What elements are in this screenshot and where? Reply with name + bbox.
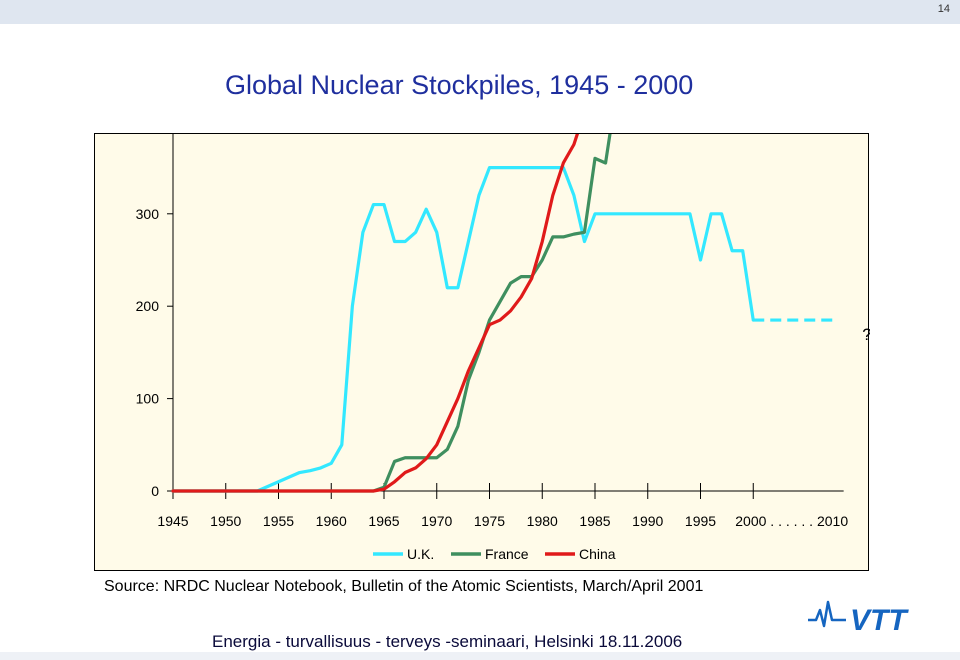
logo-text: VTT (850, 604, 909, 634)
x-tick-label: 1980 (527, 513, 558, 529)
legend-label: France (485, 546, 529, 562)
x-tick-label: 1970 (421, 513, 452, 529)
line-chart: 0100200300400500600194519501955196019651… (136, 134, 870, 562)
chart-panel: 0100200300400500600194519501955196019651… (94, 133, 870, 571)
y-tick-label: 300 (136, 206, 160, 222)
series-line-uk (171, 165, 755, 493)
x-tick-label: 1985 (579, 513, 610, 529)
series-line-france (171, 134, 612, 493)
y-tick-label: 200 (136, 298, 160, 314)
x-tick-label: 1960 (316, 513, 347, 529)
question-mark-annotation: ? (862, 325, 870, 344)
x-tick-label: 2000 . . . . . . 2010 (735, 513, 848, 529)
legend-label: China (579, 546, 616, 562)
x-tick-label: 1995 (685, 513, 716, 529)
series-line-china (171, 134, 580, 493)
y-tick-label: 100 (136, 391, 160, 407)
x-tick-label: 1965 (368, 513, 399, 529)
bottom-band (0, 652, 960, 660)
source-note: Source: NRDC Nuclear Notebook, Bulletin … (104, 578, 704, 595)
vtt-logo: VTT (808, 600, 909, 634)
slide-title: Global Nuclear Stockpiles, 1945 - 2000 (225, 70, 694, 100)
top-bar: 14 (0, 0, 960, 24)
x-tick-label: 1950 (210, 513, 241, 529)
x-tick-label: 1975 (474, 513, 505, 529)
x-tick-label: 1990 (632, 513, 663, 529)
footer-text: Energia - turvallisuus - terveys -semina… (212, 632, 683, 651)
x-tick-label: 1945 (157, 513, 188, 529)
page-number: 14 (937, 3, 950, 15)
legend-label: U.K. (407, 546, 434, 562)
x-tick-label: 1955 (263, 513, 294, 529)
y-tick-label: 0 (151, 483, 159, 499)
